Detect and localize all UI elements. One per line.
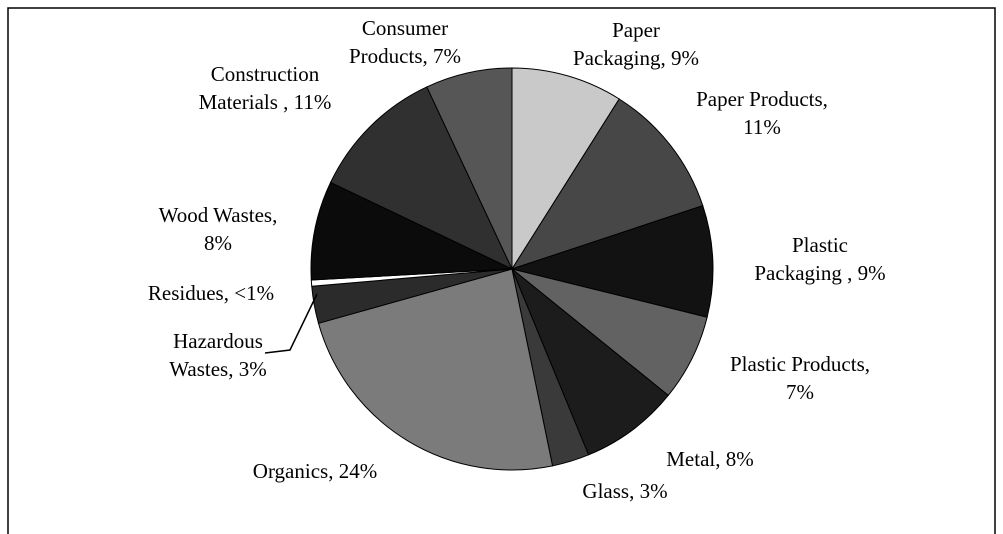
frame — [7, 7, 996, 534]
slice-label: Consumer — [362, 16, 448, 40]
slice-label: Plastic Products, — [730, 352, 870, 376]
slice — [329, 86, 514, 271]
slice-label: 8% — [204, 231, 232, 255]
pie — [310, 67, 714, 471]
slice-label: Residues, <1% — [148, 281, 274, 305]
slice-label: Hazardous — [173, 329, 263, 353]
slice-label: Products, 7% — [349, 44, 461, 68]
slice-label: Materials , 11% — [199, 90, 332, 114]
slice-label: Glass, 3% — [582, 479, 667, 503]
slice — [511, 67, 620, 271]
slice-label: Metal, 8% — [666, 447, 753, 471]
slice-label: Paper — [612, 18, 660, 42]
slice — [511, 268, 670, 456]
slice — [317, 268, 554, 471]
slice-label: 7% — [786, 380, 814, 404]
labels: Paper Packaging, 9% Paper Products, 11% Plas… — [148, 16, 886, 503]
leader-line — [264, 293, 318, 354]
slice-label: Packaging , 9% — [754, 261, 885, 285]
slice-label: Packaging, 9% — [573, 46, 699, 70]
slice-label: Organics, 24% — [253, 459, 377, 483]
slice-label: Wood Wastes, — [159, 203, 278, 227]
slice — [310, 181, 513, 281]
slice-label: Paper Products, — [696, 87, 828, 111]
slice-label: Wastes, 3% — [169, 357, 266, 381]
slice — [510, 98, 704, 270]
slice — [426, 67, 513, 270]
slice-label: Construction — [211, 62, 320, 86]
slice-label: Plastic — [792, 233, 848, 257]
slice — [510, 205, 714, 318]
slice-label: 11% — [743, 115, 781, 139]
